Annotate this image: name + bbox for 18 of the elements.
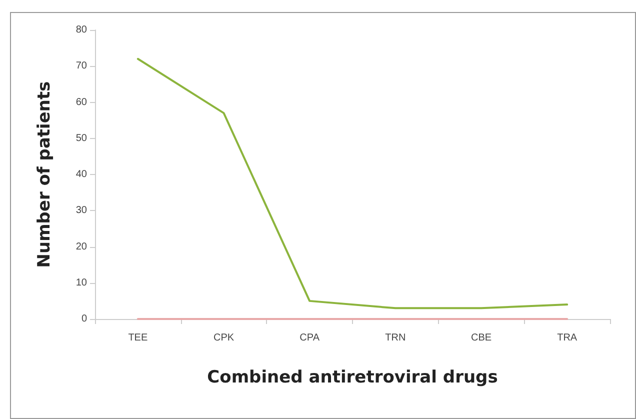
x-tick-label: CPK: [213, 332, 234, 344]
y-tick-label: 80: [76, 24, 88, 36]
y-axis-title: Number of patients: [34, 81, 54, 268]
y-tick-label: 40: [76, 169, 88, 180]
x-tick-label: CBE: [470, 332, 492, 344]
x-tick-label: TRN: [385, 332, 406, 344]
y-tick-label: 0: [81, 314, 88, 324]
x-tick-label: TEE: [128, 332, 148, 344]
y-tick-label: 70: [76, 60, 88, 72]
y-tick-label: 60: [76, 96, 88, 108]
line-series: [136, 58, 568, 310]
x-tick-label: TRA: [557, 332, 578, 344]
y-tick-label: 10: [76, 277, 88, 288]
y-tick-label: 30: [76, 205, 88, 216]
y-tick-label: 50: [76, 132, 88, 144]
x-tick-label: CPA: [300, 332, 320, 344]
y-tick-label: 20: [76, 241, 88, 252]
x-axis-title: Combined antiretroviral drugs: [207, 368, 498, 388]
